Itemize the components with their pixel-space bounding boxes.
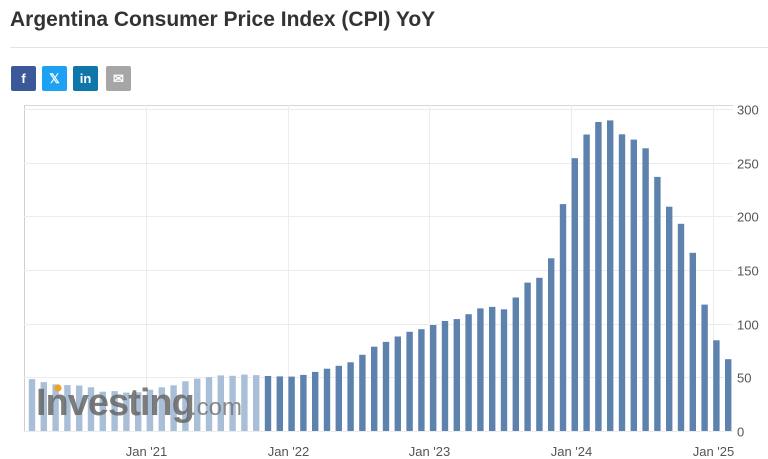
watermark-suffix: .com (190, 394, 242, 421)
bar-feb-23[interactable] (441, 321, 449, 431)
x-tick-label: Jan '23 (409, 444, 451, 459)
bar-sep-21[interactable] (241, 374, 248, 431)
bar-sep-24[interactable] (666, 206, 673, 431)
bar-jul-24[interactable] (642, 148, 649, 432)
bar-mar-23[interactable] (453, 319, 460, 431)
bar-oct-21[interactable] (253, 375, 260, 431)
axis-layer: 0 50 100 150 200 250 300 Jan '21 Jan '22 Jan '23 J… (126, 105, 759, 459)
email-share-button[interactable]: ✉ (106, 66, 131, 91)
y-tick-label: 250 (737, 157, 759, 172)
bar-jan-23[interactable] (430, 325, 437, 431)
bar-apr-24[interactable] (607, 120, 614, 432)
x-tick-label: Jan '22 (268, 444, 310, 459)
bar-sep-22[interactable] (382, 341, 390, 431)
bar-mar-22[interactable] (312, 371, 319, 431)
email-icon: ✉ (113, 71, 124, 86)
bar-oct-24[interactable] (677, 223, 685, 431)
linkedin-share-button[interactable]: in (73, 66, 98, 91)
watermark-brand: Investing (36, 382, 194, 424)
bar-apr-20[interactable] (40, 382, 47, 431)
bar-jan-24[interactable] (571, 158, 578, 431)
bar-aug-20[interactable] (87, 387, 95, 431)
y-tick-label: 150 (737, 264, 759, 279)
bar-may-21[interactable] (194, 378, 201, 431)
cpi-yoy-chart: Investing .com 0 50 100 150 200 250 300 Jan '21… (24, 105, 759, 459)
bar-feb-25[interactable] (725, 359, 732, 431)
facebook-icon: f (21, 71, 26, 86)
bar-nov-21[interactable] (264, 376, 272, 431)
y-tick-label: 200 (737, 210, 759, 225)
bar-sep-20[interactable] (99, 391, 106, 431)
page-title: Argentina Consumer Price Index (CPI) YoY (10, 8, 436, 31)
bar-nov-22[interactable] (406, 331, 413, 431)
y-tick-label: 50 (737, 371, 751, 386)
bar-may-20[interactable] (52, 384, 59, 431)
linkedin-icon: in (79, 71, 92, 86)
y-tick-label: 100 (737, 318, 759, 333)
bar-oct-20[interactable] (111, 391, 118, 431)
bar-jun-20[interactable] (64, 385, 71, 431)
watermark-dot (54, 384, 62, 392)
bar-apr-23[interactable] (465, 314, 472, 431)
bar-nov-24[interactable] (689, 252, 696, 431)
bar-mar-21[interactable] (170, 385, 177, 431)
x-tick-label: Jan '24 (551, 444, 593, 459)
bar-dec-24[interactable] (701, 304, 708, 431)
bar-jun-22[interactable] (347, 362, 354, 431)
bar-nov-23[interactable] (548, 258, 555, 431)
bar-sep-23[interactable] (524, 282, 531, 431)
bar-aug-21[interactable] (229, 375, 236, 431)
bar-jan-22[interactable] (288, 376, 295, 431)
x-tick-label: Jan '21 (126, 444, 168, 459)
y-tick-label: 300 (737, 105, 759, 118)
bar-aug-22[interactable] (371, 346, 378, 431)
bar-jan-25[interactable] (713, 340, 720, 431)
bar-aug-24[interactable] (654, 176, 661, 431)
bar-aug-23[interactable] (512, 297, 519, 432)
bar-may-23[interactable] (477, 308, 484, 431)
bar-feb-24[interactable] (583, 134, 590, 432)
bar-dec-23[interactable] (559, 204, 567, 431)
title-divider (10, 47, 768, 48)
bar-jun-23[interactable] (489, 306, 496, 431)
bar-feb-22[interactable] (300, 374, 307, 431)
y-tick-label: 0 (737, 425, 744, 440)
bar-apr-21[interactable] (182, 381, 189, 431)
bar-feb-21[interactable] (158, 387, 165, 431)
bar-jul-22[interactable] (359, 354, 366, 431)
bar-jan-21[interactable] (146, 389, 154, 431)
bar-may-24[interactable] (618, 134, 626, 432)
bar-oct-23[interactable] (536, 277, 543, 431)
bar-layer (28, 120, 732, 432)
bar-may-22[interactable] (335, 365, 342, 431)
bar-dec-22[interactable] (418, 329, 425, 431)
x-share-button[interactable]: 𝕏 (42, 66, 67, 91)
facebook-share-button[interactable]: f (11, 66, 36, 91)
x-twitter-icon: 𝕏 (49, 71, 60, 86)
investing-watermark: Investing .com (36, 382, 242, 424)
bar-jun-24[interactable] (630, 139, 637, 431)
bar-jun-21[interactable] (205, 377, 213, 431)
chart-container: Investing .com 0 50 100 150 200 250 300 Jan '21… (0, 105, 768, 459)
bar-dec-21[interactable] (276, 376, 283, 431)
bar-mar-20[interactable] (28, 379, 36, 431)
bar-nov-20[interactable] (123, 392, 130, 431)
bar-oct-22[interactable] (394, 336, 401, 432)
bar-jul-21[interactable] (217, 375, 224, 431)
bar-apr-22[interactable] (323, 368, 331, 431)
x-tick-label: Jan '25 (693, 444, 735, 459)
bar-jul-20[interactable] (76, 385, 83, 432)
bar-mar-24[interactable] (595, 122, 602, 431)
bar-dec-20[interactable] (135, 392, 142, 431)
bar-jul-23[interactable] (500, 309, 508, 431)
